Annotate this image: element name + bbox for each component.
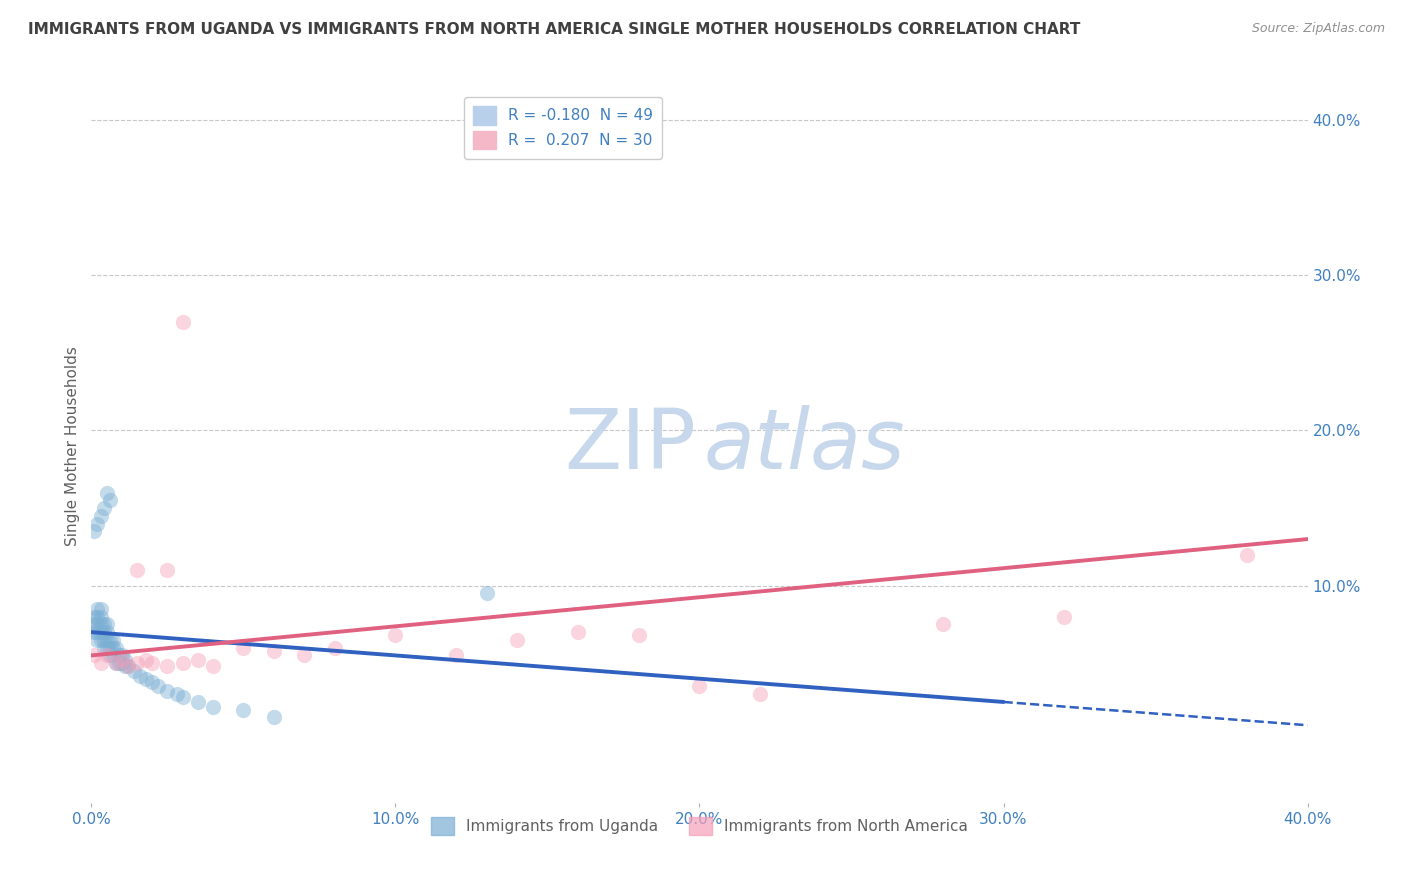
Point: [567, 625, 589, 640]
Point: [83, 625, 105, 640]
Point: [86, 516, 108, 531]
Point: [96, 625, 118, 640]
Point: [187, 653, 209, 667]
Point: [172, 690, 194, 705]
Point: [89, 602, 111, 616]
Point: [98, 640, 121, 655]
Point: [292, 648, 315, 663]
Point: [125, 563, 148, 577]
Point: [172, 656, 194, 670]
Point: [129, 668, 152, 682]
Point: [83, 524, 105, 539]
Point: [114, 653, 136, 667]
Point: [232, 640, 254, 655]
Point: [93, 617, 115, 632]
Point: [202, 699, 225, 714]
Point: [135, 653, 157, 667]
Point: [111, 653, 134, 667]
Point: [627, 628, 650, 642]
Point: [89, 656, 111, 670]
Point: [96, 485, 118, 500]
Point: [89, 632, 111, 647]
Point: [89, 625, 111, 640]
Point: [156, 684, 179, 698]
Point: [122, 664, 145, 678]
Point: [202, 659, 225, 673]
Point: [86, 625, 108, 640]
Point: [475, 586, 498, 600]
Point: [263, 710, 285, 724]
Point: [444, 648, 467, 663]
Point: [125, 656, 148, 670]
Point: [117, 659, 139, 673]
Point: [98, 493, 121, 508]
Point: [101, 648, 124, 663]
Y-axis label: Single Mother Households: Single Mother Households: [65, 346, 80, 546]
Point: [89, 617, 111, 632]
Point: [89, 609, 111, 624]
Point: [83, 648, 105, 663]
Point: [749, 687, 772, 701]
Point: [688, 680, 710, 694]
Point: [89, 508, 111, 523]
Point: [156, 659, 179, 673]
Point: [104, 640, 127, 655]
Point: [83, 617, 105, 632]
Point: [148, 680, 170, 694]
Text: Source: ZipAtlas.com: Source: ZipAtlas.com: [1251, 22, 1385, 36]
Legend: Immigrants from Uganda, Immigrants from North America: Immigrants from Uganda, Immigrants from …: [425, 811, 974, 841]
Point: [114, 659, 136, 673]
Point: [96, 617, 118, 632]
Point: [172, 315, 194, 329]
Point: [83, 609, 105, 624]
Point: [323, 640, 346, 655]
Point: [111, 656, 134, 670]
Point: [86, 617, 108, 632]
Point: [1236, 548, 1258, 562]
Point: [107, 656, 129, 670]
Point: [104, 656, 127, 670]
Point: [141, 674, 163, 689]
Point: [96, 648, 118, 663]
Point: [101, 640, 124, 655]
Point: [141, 656, 163, 670]
Point: [93, 640, 115, 655]
Point: [135, 672, 157, 686]
Point: [93, 501, 115, 516]
Point: [384, 628, 406, 642]
Point: [98, 632, 121, 647]
Point: [187, 695, 209, 709]
Point: [104, 656, 127, 670]
Point: [263, 644, 285, 658]
Point: [101, 632, 124, 647]
Point: [93, 632, 115, 647]
Text: ZIP: ZIP: [564, 406, 696, 486]
Point: [96, 632, 118, 647]
Point: [1053, 609, 1076, 624]
Point: [86, 609, 108, 624]
Point: [117, 659, 139, 673]
Point: [96, 640, 118, 655]
Point: [232, 703, 254, 717]
Point: [86, 602, 108, 616]
Point: [111, 648, 134, 663]
Point: [931, 617, 953, 632]
Point: [93, 625, 115, 640]
Point: [156, 563, 179, 577]
Text: atlas: atlas: [703, 406, 904, 486]
Point: [86, 632, 108, 647]
Point: [98, 648, 121, 663]
Text: IMMIGRANTS FROM UGANDA VS IMMIGRANTS FROM NORTH AMERICA SINGLE MOTHER HOUSEHOLDS: IMMIGRANTS FROM UGANDA VS IMMIGRANTS FRO…: [28, 22, 1080, 37]
Point: [506, 632, 529, 647]
Point: [107, 648, 129, 663]
Point: [166, 687, 188, 701]
